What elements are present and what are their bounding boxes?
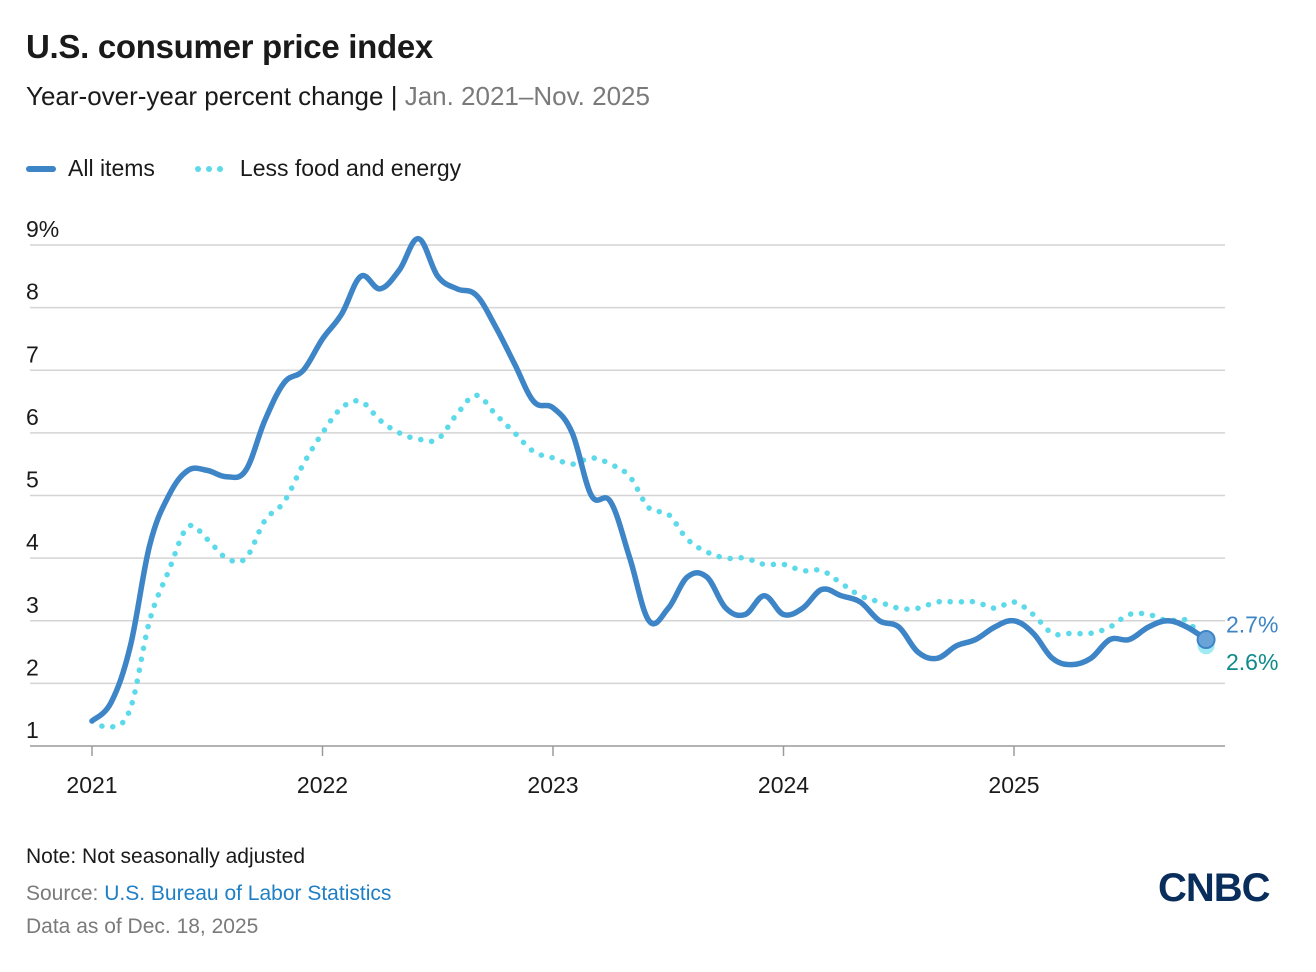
x-tick-label: 2022 — [297, 772, 348, 798]
legend-item-core: Less food and energy — [194, 155, 462, 182]
chart-title: U.S. consumer price index — [26, 28, 433, 65]
legend-label-all-items: All items — [68, 155, 155, 181]
source-prefix: Source: — [26, 882, 105, 905]
legend: All items Less food and energy — [26, 155, 501, 182]
legend-swatch-core — [194, 165, 228, 172]
y-tick-label: 9% — [26, 216, 59, 242]
y-tick-label: 7 — [26, 341, 39, 367]
legend-label-core: Less food and energy — [239, 155, 462, 181]
footer-source: Source: U.S. Bureau of Labor Statistics — [26, 882, 391, 906]
legend-swatch-all-items — [26, 165, 56, 172]
y-tick-label: 4 — [26, 529, 39, 555]
end-point-all-items — [1196, 630, 1216, 650]
x-tick-label: 2021 — [66, 772, 117, 798]
y-tick-label: 2 — [26, 654, 39, 680]
x-tick-label: 2023 — [527, 772, 578, 798]
x-tick-label: 2025 — [988, 772, 1039, 798]
y-tick-label: 8 — [26, 279, 39, 305]
end-label-core: 2.6% — [1226, 649, 1278, 675]
series-line-all-items — [89, 235, 1209, 724]
y-tick-label: 1 — [26, 717, 39, 743]
source-link[interactable]: U.S. Bureau of Labor Statistics — [104, 882, 392, 905]
end-label-all-items: 2.7% — [1226, 612, 1278, 638]
x-tick-label: 2024 — [758, 772, 809, 798]
y-tick-label: 3 — [26, 592, 39, 618]
cnbc-logo: CNBC — [1158, 866, 1271, 910]
legend-item-all-items: All items — [26, 155, 155, 182]
footer-note: Note: Not seasonally adjusted — [26, 845, 305, 868]
y-tick-label: 5 — [26, 467, 39, 493]
footer-as-of: Data as of Dec. 18, 2025 — [26, 915, 259, 938]
subtitle-range: Jan. 2021–Nov. 2025 — [404, 81, 650, 111]
subtitle-separator: | — [383, 81, 405, 111]
subtitle-text: Year-over-year percent change — [26, 81, 384, 111]
y-tick-label: 6 — [26, 404, 39, 430]
chart-subtitle: Year-over-year percent change | Jan. 202… — [26, 81, 650, 112]
series-line-core — [89, 392, 1209, 731]
